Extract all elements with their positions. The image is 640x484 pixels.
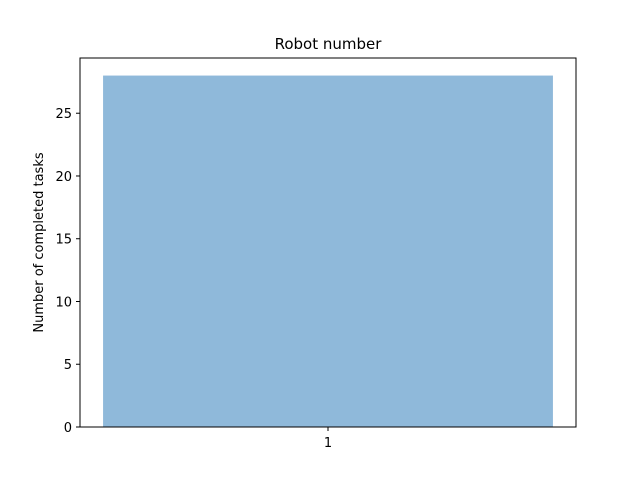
chart-title: Robot number (275, 35, 383, 53)
axes-frame (79, 57, 577, 428)
y-tick-label: 25 (55, 107, 72, 122)
y-tick-label: 10 (55, 295, 72, 310)
y-tick-label: 15 (55, 233, 72, 248)
y-tick-label: 20 (55, 170, 72, 185)
x-tick-label: 1 (324, 436, 332, 451)
bar (103, 75, 553, 428)
y-tick-label: 0 (64, 421, 72, 436)
y-tick-label: 5 (64, 358, 72, 373)
y-axis-label: Number of completed tasks (32, 152, 47, 332)
